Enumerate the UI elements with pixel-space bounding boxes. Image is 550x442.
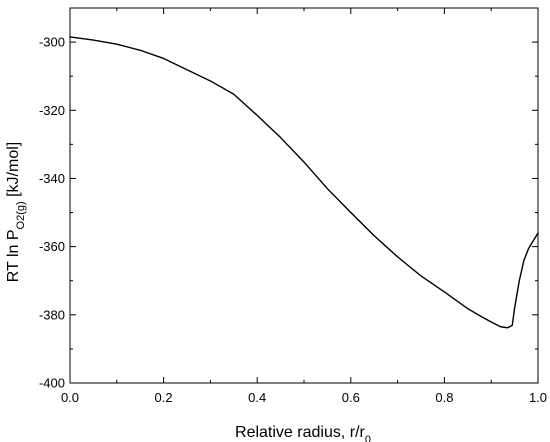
x-axis-title-main: Relative radius, r/r bbox=[235, 424, 365, 441]
x-tick-label: 0.6 bbox=[342, 390, 360, 405]
plot-frame bbox=[69, 7, 539, 384]
x-tick-label: 0.8 bbox=[435, 390, 453, 405]
x-axis-title: Relative radius, r/r0 bbox=[235, 424, 371, 442]
y-tick-label: -300 bbox=[39, 35, 65, 50]
x-tick-label: 0.0 bbox=[61, 390, 79, 405]
y-tick-label: -380 bbox=[39, 307, 65, 322]
plot-layer: 0.0 0.2 0.4 0.6 0.8 1.0 -400 -380 -360 -340 -320 -3… bbox=[39, 7, 547, 405]
y-axis-title-prefix: RT ln P bbox=[5, 229, 22, 282]
y-axis-title: RT ln PO2(g) [kJ/mol] bbox=[5, 142, 27, 282]
y-tick-label: -320 bbox=[39, 103, 65, 118]
x-tick-label: 0.4 bbox=[248, 390, 266, 405]
x-tick-label: 0.2 bbox=[155, 390, 173, 405]
y-axis-title-suffix: [kJ/mol] bbox=[5, 142, 22, 202]
series-line-0 bbox=[69, 36, 539, 329]
x-tick-label: 1.0 bbox=[529, 390, 547, 405]
y-tick-label: -340 bbox=[39, 171, 65, 186]
x-axis-title-subscript: 0 bbox=[365, 434, 371, 442]
y-axis-title-subscript: O2(g) bbox=[15, 201, 27, 229]
y-tick-label: -360 bbox=[39, 239, 65, 254]
y-tick-label: -400 bbox=[39, 376, 65, 391]
